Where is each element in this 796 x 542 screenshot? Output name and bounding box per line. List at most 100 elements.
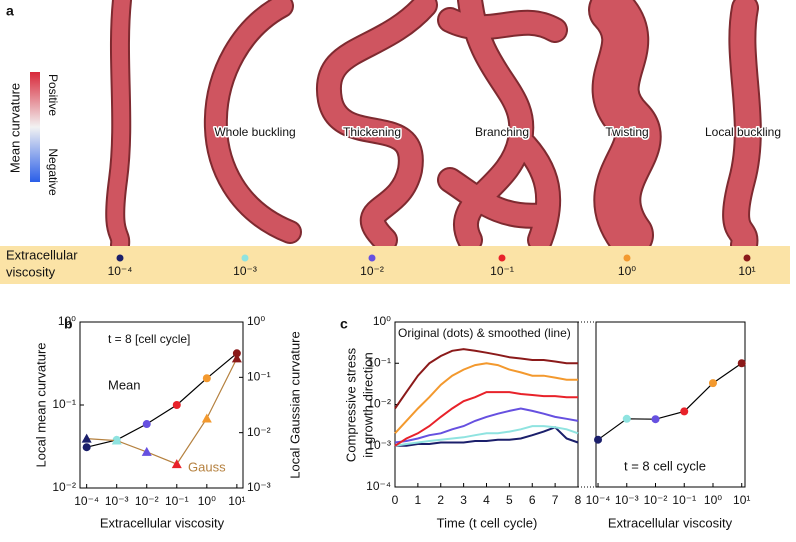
viscosity-tick: 10⁰ xyxy=(618,264,636,278)
marker xyxy=(232,349,241,358)
viscosity-tick: 10⁻¹ xyxy=(490,264,514,278)
annotation: Original (dots) & smoothed (line) xyxy=(398,326,571,340)
colorbar xyxy=(30,72,40,182)
series-line xyxy=(86,358,238,465)
viscosity-dot xyxy=(116,254,124,262)
shape-label: Local buckling xyxy=(705,125,781,139)
series-line xyxy=(394,348,578,410)
y-tick-label: 10⁻¹ xyxy=(367,355,391,369)
x-tick-label: 10⁻⁴ xyxy=(586,493,611,507)
viscosity-dot xyxy=(623,254,631,262)
viscosity-title: viscosity xyxy=(6,264,56,279)
panel-label: b xyxy=(64,316,73,332)
shape-label: Whole buckling xyxy=(214,125,295,139)
x-tick-label: 5 xyxy=(506,493,513,507)
x-tick-label: 6 xyxy=(529,493,536,507)
x-tick-label: 10⁻⁴ xyxy=(74,494,99,508)
viscosity-tick: 10⁻⁴ xyxy=(108,264,133,278)
marker xyxy=(141,446,152,456)
y2-label: Local Gaussian curvature xyxy=(287,331,302,478)
x-tick-label: 10⁻³ xyxy=(105,494,129,508)
colorbar-title: Mean curvature xyxy=(7,83,22,173)
x-tick-label: 10⁻² xyxy=(644,493,668,507)
y2-tick-label: 10⁻³ xyxy=(247,480,271,494)
marker xyxy=(737,359,746,368)
marker xyxy=(594,435,603,444)
y-tick-label: 10⁻¹ xyxy=(52,397,76,411)
marker xyxy=(201,413,212,423)
marker xyxy=(142,420,151,429)
series-line xyxy=(394,425,579,447)
x-tick-label: 1 xyxy=(415,493,422,507)
marker xyxy=(111,435,122,445)
y-label: Local mean curvature xyxy=(33,342,48,467)
marker xyxy=(82,443,91,452)
x-tick-label: 10¹ xyxy=(733,493,750,507)
y2-tick-label: 10⁻¹ xyxy=(247,370,271,384)
viscosity-band xyxy=(0,246,790,284)
colorbar-min: Negative xyxy=(46,148,60,196)
viscosity-dot xyxy=(743,254,751,262)
x-label: Extracellular viscosity xyxy=(100,515,225,530)
series-line xyxy=(394,407,579,444)
y-tick-label: 10⁻² xyxy=(52,480,76,494)
x-tick-label: 7 xyxy=(552,493,559,507)
tubes xyxy=(105,0,762,259)
y2-tick-label: 10⁰ xyxy=(247,314,265,328)
x-tick-label: 3 xyxy=(460,493,467,507)
x-tick-label: 2 xyxy=(437,493,444,507)
chart-title: t = 8 [cell cycle] xyxy=(108,332,190,346)
x-tick-label: 8 xyxy=(575,493,582,507)
viscosity-tick: 10⁻³ xyxy=(233,264,257,278)
panel-label: a xyxy=(6,3,14,19)
plot-frame xyxy=(595,321,746,488)
viscosity-tick: 10⁻² xyxy=(360,264,384,278)
series-line xyxy=(394,362,578,434)
colorbar-max: Positive xyxy=(46,74,60,116)
viscosity-dot xyxy=(498,254,506,262)
viscosity-title: Extracellular xyxy=(6,247,78,262)
marker xyxy=(172,401,181,409)
x-tick-label: 0 xyxy=(392,493,399,507)
marker xyxy=(171,459,182,469)
y-tick-label: 10⁰ xyxy=(373,314,391,328)
y2-tick-label: 10⁻² xyxy=(247,425,271,439)
series-label: Gauss xyxy=(188,459,226,474)
marker xyxy=(622,414,631,423)
y-tick-label: 10⁻² xyxy=(367,397,391,411)
panel-label: c xyxy=(340,316,348,332)
y-tick-label: 10⁰ xyxy=(58,314,76,328)
x-tick-label: 10⁰ xyxy=(704,493,722,507)
viscosity-tick: 10¹ xyxy=(738,264,755,278)
x-tick-label: 10¹ xyxy=(228,494,245,508)
marker xyxy=(651,415,660,424)
marker xyxy=(202,374,211,383)
series-line xyxy=(394,391,578,447)
marker xyxy=(708,379,717,388)
x-tick-label: 10⁰ xyxy=(198,494,216,508)
x-label: Time (t cell cycle) xyxy=(437,515,538,530)
viscosity-dot xyxy=(368,254,376,262)
y-label: in growth direction xyxy=(360,352,375,458)
series-line xyxy=(395,426,579,447)
marker xyxy=(680,407,689,416)
x-label: Extracellular viscosity xyxy=(608,515,733,530)
shape-label: Branching xyxy=(475,125,529,139)
x-tick-label: 10⁻¹ xyxy=(165,494,189,508)
viscosity-dot xyxy=(241,254,249,262)
x-tick-label: 10⁻² xyxy=(135,494,159,508)
marker xyxy=(81,433,92,443)
shape-label: Thickening xyxy=(343,125,401,139)
x-tick-label: 4 xyxy=(483,493,490,507)
marker xyxy=(231,353,242,363)
annotation: t = 8 cell cycle xyxy=(624,458,706,473)
x-tick-label: 10⁻¹ xyxy=(672,493,696,507)
series-line xyxy=(86,352,238,448)
series-label: Mean xyxy=(108,377,141,392)
shape-label: Twisting xyxy=(605,125,648,139)
y-label: Compressive stress xyxy=(343,347,358,462)
x-tick-label: 10⁻³ xyxy=(615,493,639,507)
y-tick-label: 10⁻³ xyxy=(367,438,391,452)
series-line xyxy=(597,362,743,441)
